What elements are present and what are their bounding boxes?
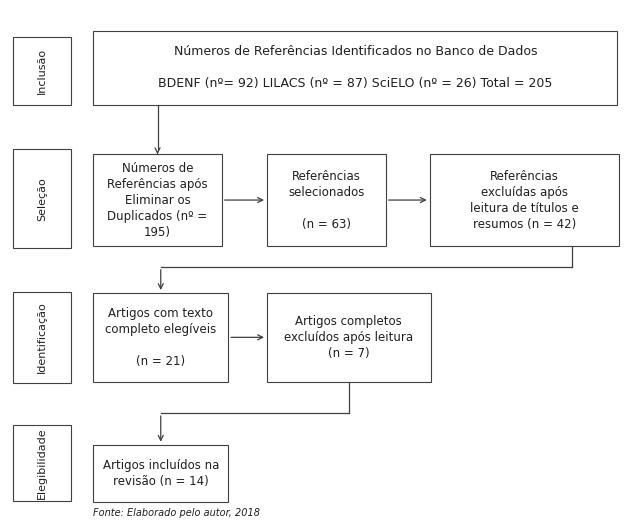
Text: Elegibilidade: Elegibilidade bbox=[37, 427, 47, 498]
Text: Números de
Referências após
Eliminar os
Duplicados (nº =
195): Números de Referências após Eliminar os … bbox=[107, 162, 208, 238]
Bar bbox=[13, 425, 71, 501]
Bar bbox=[93, 293, 228, 382]
Text: Referências
excluídas após
leitura de títulos e
resumos (n = 42): Referências excluídas após leitura de tí… bbox=[470, 169, 579, 231]
Bar bbox=[93, 445, 228, 502]
Text: Seleção: Seleção bbox=[37, 177, 47, 221]
Text: Números de Referências Identificados no Banco de Dados

BDENF (nº= 92) LILACS (n: Números de Referências Identificados no … bbox=[158, 46, 552, 90]
Text: Artigos incluídos na
revisão (n = 14): Artigos incluídos na revisão (n = 14) bbox=[103, 459, 219, 488]
Bar bbox=[13, 37, 71, 105]
Bar bbox=[93, 31, 617, 105]
Bar bbox=[267, 154, 386, 246]
Text: Identificação: Identificação bbox=[37, 301, 47, 373]
Bar bbox=[13, 292, 71, 383]
Text: Fonte: Elaborado pelo autor, 2018: Fonte: Elaborado pelo autor, 2018 bbox=[93, 508, 260, 518]
Text: Referências
selecionados

(n = 63): Referências selecionados (n = 63) bbox=[288, 169, 365, 231]
Text: Artigos com texto
completo elegíveis

(n = 21): Artigos com texto completo elegíveis (n … bbox=[105, 307, 217, 368]
Text: Inclusão: Inclusão bbox=[37, 48, 47, 94]
Bar bbox=[267, 293, 431, 382]
Bar bbox=[430, 154, 619, 246]
Bar bbox=[93, 154, 222, 246]
Bar bbox=[13, 149, 71, 248]
Text: Artigos completos
excluídos após leitura
(n = 7): Artigos completos excluídos após leitura… bbox=[284, 315, 413, 360]
